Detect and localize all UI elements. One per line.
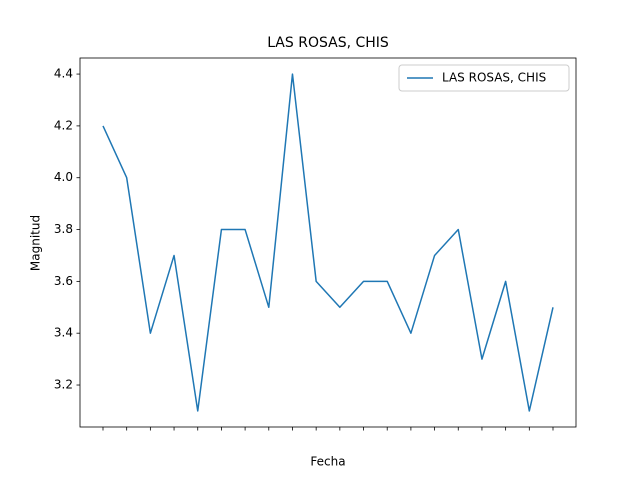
legend-box xyxy=(398,64,570,92)
y-tick-label: 4.4 xyxy=(54,67,73,81)
plot-frame xyxy=(79,57,577,428)
x-axis-label: Fecha xyxy=(310,455,345,469)
chart-title: LAS ROSAS, CHIS xyxy=(267,35,389,51)
line xyxy=(102,73,554,412)
y-tick-label: 3.8 xyxy=(54,222,73,236)
y-tick-label: 3.2 xyxy=(54,378,73,392)
y-tick-label: 4.0 xyxy=(54,170,73,184)
y-tick-label: 3.6 xyxy=(54,274,73,288)
legend-label: LAS ROSAS, CHIS xyxy=(442,71,546,85)
y-tick-label: 3.4 xyxy=(54,326,73,340)
y-tick-label: 4.2 xyxy=(54,118,73,132)
y-axis-label: Magnitud xyxy=(29,215,43,271)
